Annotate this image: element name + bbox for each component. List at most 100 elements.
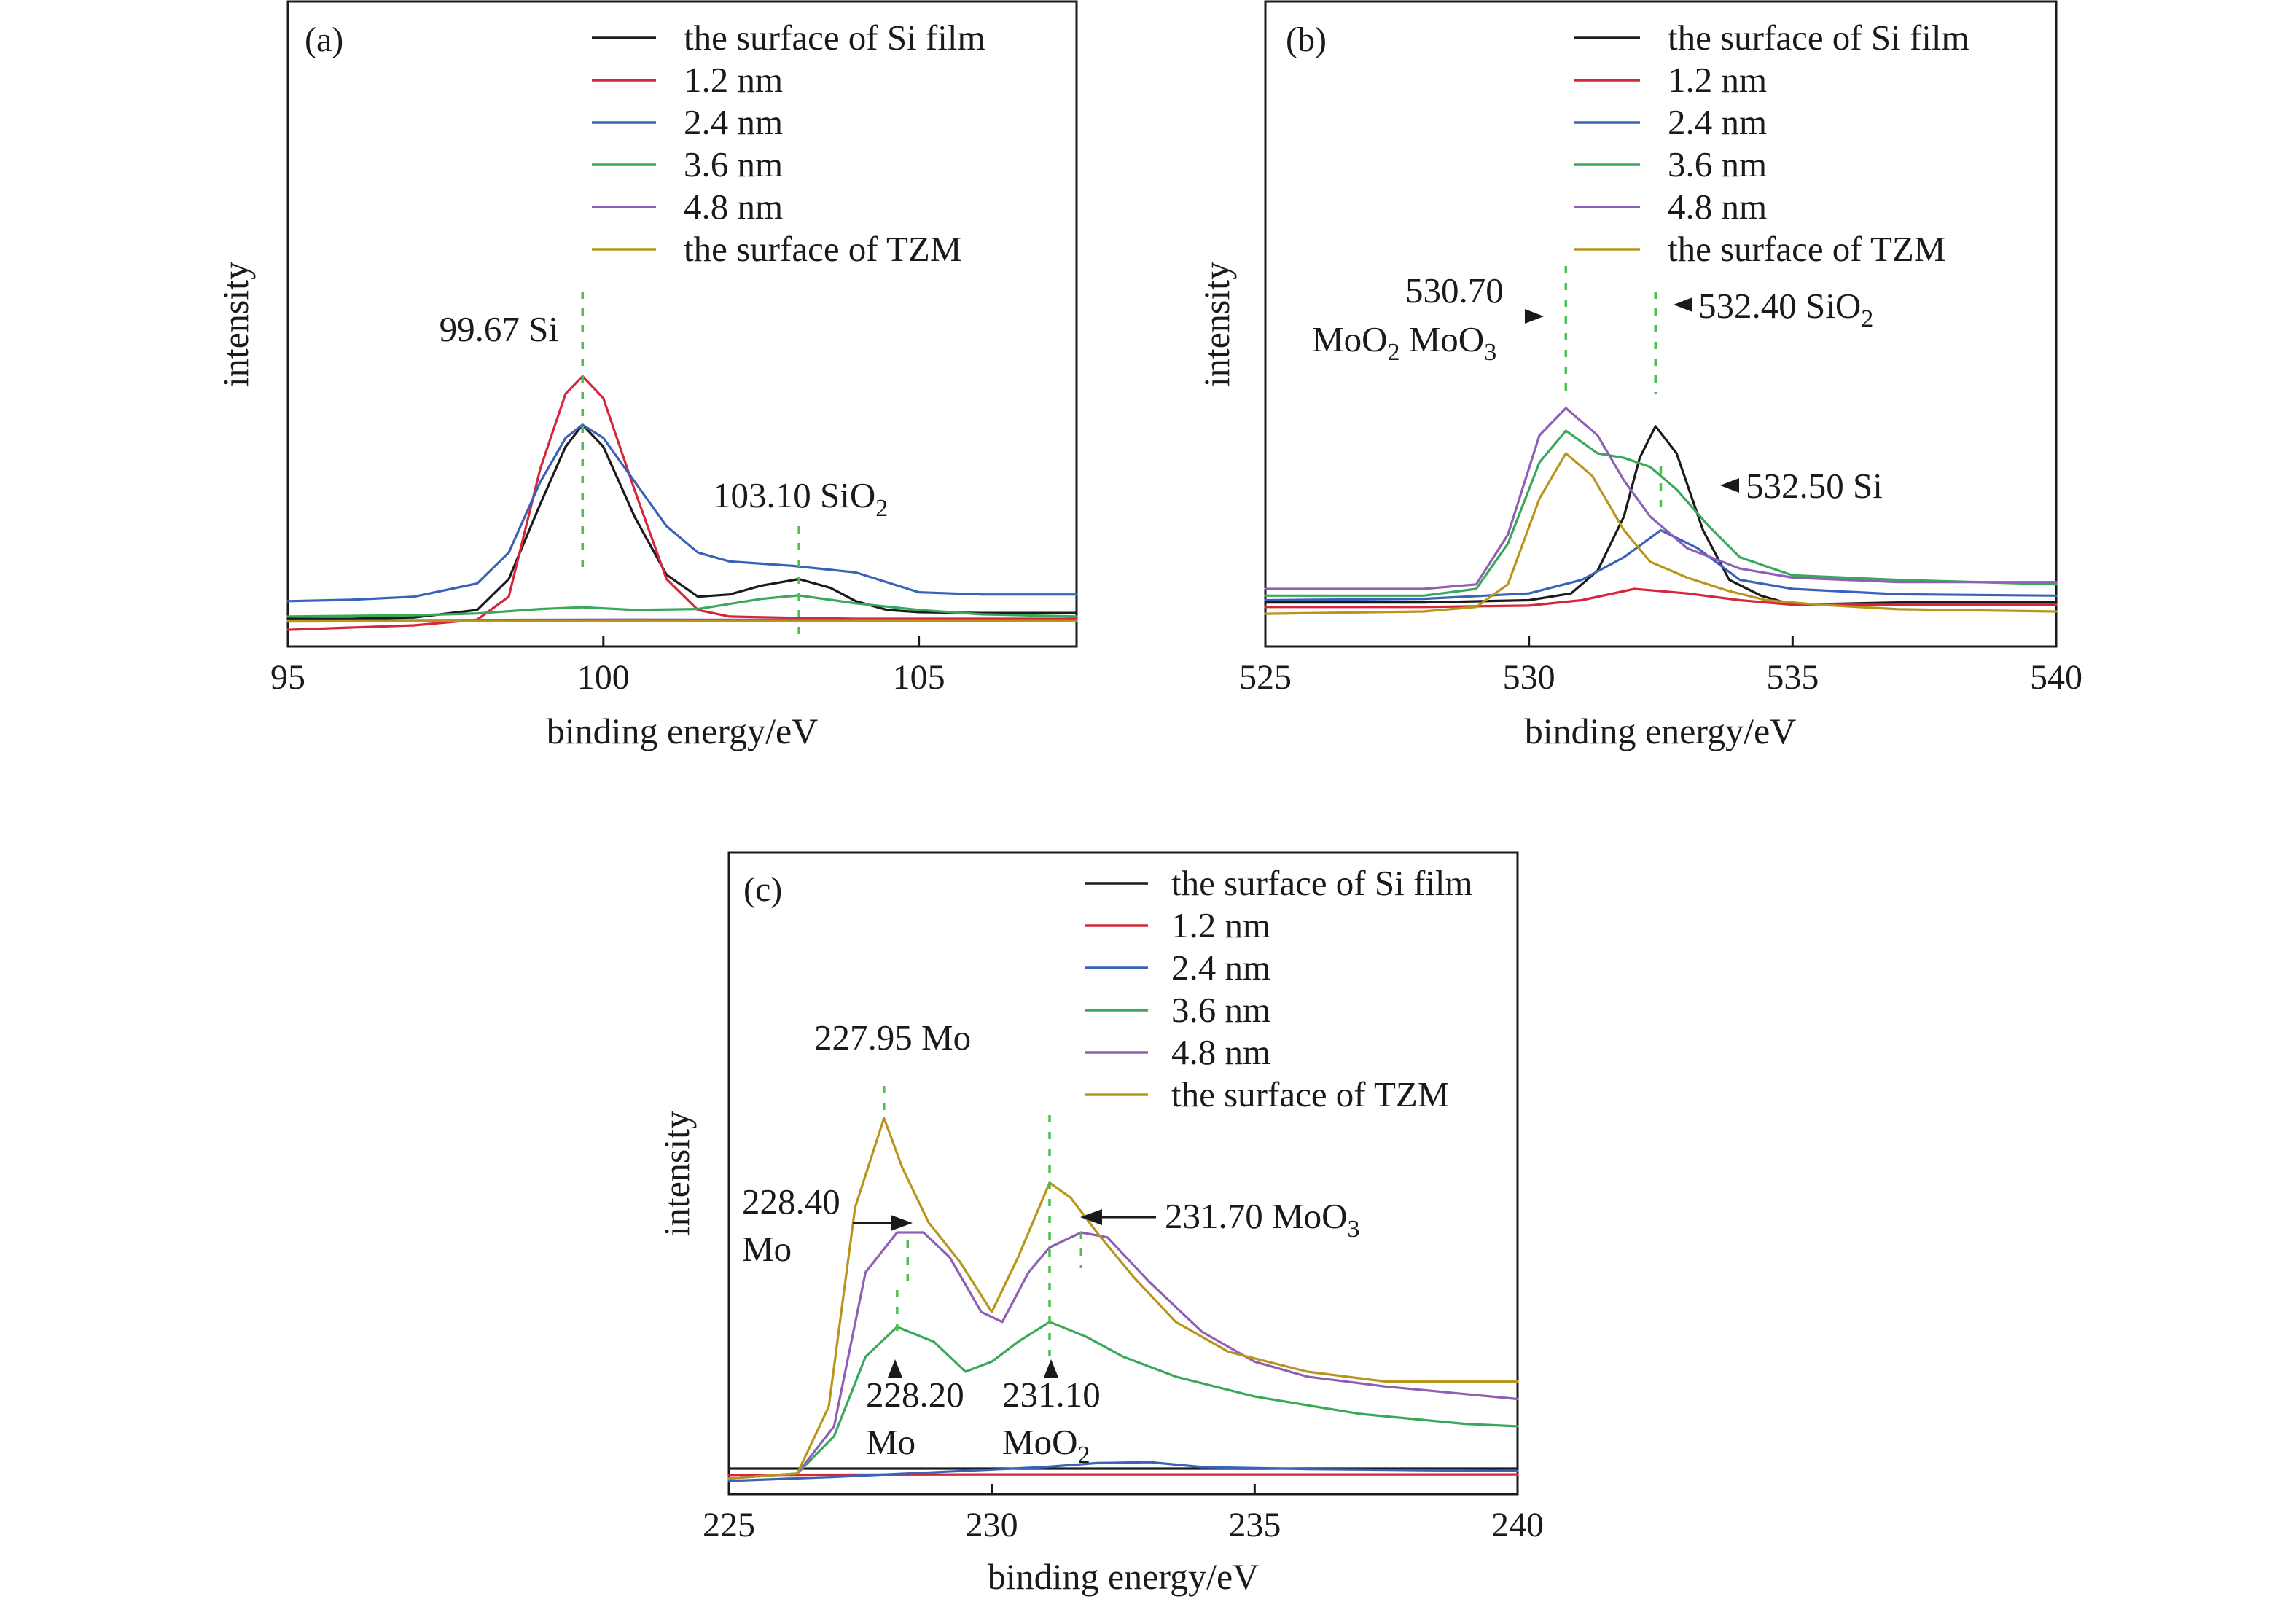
legend-label-c-4: 4.8 nm	[1171, 1032, 1270, 1072]
legend-label-c-3: 3.6 nm	[1171, 990, 1270, 1030]
annotation-b-sio2-main: 532.40 SiO	[1698, 286, 1861, 326]
tick-group-a: 95 100 105	[270, 636, 945, 697]
x-tick-label-b-3: 540	[2030, 658, 2082, 697]
annotation-c-231-10-species: MoO2	[1002, 1422, 1090, 1469]
x-axis-label-b: binding energy/eV	[1525, 711, 1797, 751]
series-line-a-0	[286, 423, 1078, 620]
x-tick-label-c-0: 225	[703, 1506, 755, 1544]
x-axis-label-a: binding energy/eV	[547, 711, 819, 751]
annotation-c-227: 227.95 Mo	[814, 1017, 971, 1058]
annotation-c-moo3: 231.70 MoO3	[1165, 1196, 1359, 1243]
annotation-c-231-10-arrowhead	[1044, 1359, 1058, 1378]
y-axis-label-a: intensity	[215, 262, 256, 387]
x-tick-label-c-3: 240	[1491, 1506, 1544, 1544]
annotation-a-sio2: 103.10 SiO2	[713, 475, 888, 522]
legend-label-a-5: the surface of TZM	[684, 229, 961, 269]
annotation-b-sio2: 532.40 SiO2	[1698, 286, 1873, 332]
series-line-a-5	[286, 620, 1078, 623]
annotation-c-228-20-species: Mo	[866, 1422, 915, 1462]
legend-label-c-1: 1.2 nm	[1171, 905, 1270, 945]
plot-frame-a	[286, 0, 1078, 648]
annotation-b-moo3-sub: 3	[1484, 339, 1496, 366]
marker-group-c	[883, 1086, 1083, 1356]
series-line-c-2	[727, 1461, 1519, 1482]
series-group-a	[286, 375, 1078, 631]
panel-label-c: (c)	[743, 870, 782, 909]
y-axis-label-c: intensity	[656, 1111, 697, 1236]
panel-label-a: (a)	[305, 20, 343, 59]
annotation-c-moo2: MoO	[1002, 1422, 1077, 1462]
annotation-b-530-species: MoO2 MoO3	[1312, 319, 1496, 366]
series-group-b	[1264, 407, 2058, 615]
annotation-b-sio2-sub: 2	[1861, 305, 1873, 332]
legend-label-b-1: 1.2 nm	[1668, 60, 1767, 100]
x-tick-label-c-1: 230	[966, 1506, 1018, 1544]
annotation-c-moo2-sub: 2	[1077, 1442, 1090, 1469]
annotation-b-moo3: MoO	[1399, 319, 1484, 359]
series-line-c-1	[727, 1473, 1519, 1477]
series-line-b-3	[1264, 429, 2058, 597]
annotation-c-231-70-arrowhead	[1080, 1209, 1102, 1225]
annotation-c-228-40-arrowhead	[891, 1215, 913, 1231]
annotation-c-moo3-main: 231.70 MoO	[1165, 1196, 1347, 1236]
y-axis-label-b: intensity	[1196, 262, 1237, 387]
legend-label-a-3: 3.6 nm	[684, 144, 783, 184]
x-tick-label-b-2: 535	[1766, 658, 1819, 697]
annotation-b-sio2-arrowhead	[1674, 297, 1692, 312]
legend-label-c-5: the surface of TZM	[1171, 1074, 1449, 1114]
panel-c: (c) 225 230 235 240 the surface of Si film1…	[656, 851, 1544, 1597]
series-line-c-5	[727, 1117, 1519, 1480]
annotation-c-moo3-sub: 3	[1347, 1216, 1359, 1243]
tick-group-c: 225 230 235 240	[703, 1484, 1544, 1544]
series-line-a-1	[286, 375, 1078, 631]
series-line-a-2	[286, 423, 1078, 603]
annotation-c-228-40-value: 228.40	[742, 1181, 840, 1222]
panel-b: (b) 525 530 535 540 the surface of Si film1…	[1196, 0, 2082, 751]
legend-label-b-4: 4.8 nm	[1668, 187, 1767, 227]
series-line-c-3	[727, 1321, 1519, 1480]
legend-label-a-2: 2.4 nm	[684, 102, 783, 142]
legend-label-a-0: the surface of Si film	[684, 17, 985, 58]
annotation-c-228-20-value: 228.20	[866, 1375, 964, 1415]
series-line-a-3	[286, 594, 1078, 618]
x-tick-label-c-2: 235	[1228, 1506, 1281, 1544]
annotation-a-sio2-sub: 2	[875, 495, 888, 522]
annotation-c-228-40-species: Mo	[742, 1229, 792, 1269]
plot-frame-c	[727, 851, 1519, 1496]
panel-label-b: (b)	[1286, 20, 1327, 59]
legend-label-b-0: the surface of Si film	[1668, 17, 1969, 58]
annotation-b-530-arrowhead	[1525, 309, 1544, 324]
annotation-b-si: 532.50 Si	[1746, 466, 1883, 506]
series-line-b-1	[1264, 587, 2058, 609]
series-line-b-4	[1264, 407, 2058, 590]
annotation-b-530-value: 530.70	[1405, 270, 1504, 310]
legend-label-b-3: 3.6 nm	[1668, 144, 1767, 184]
series-group-c	[727, 1117, 1519, 1482]
legend-label-c-0: the surface of Si film	[1171, 863, 1473, 903]
x-axis-label-c: binding energy/eV	[988, 1556, 1260, 1597]
series-line-b-0	[1264, 425, 2058, 606]
legend-label-a-1: 1.2 nm	[684, 60, 783, 100]
annotation-c-228-20-arrowhead	[888, 1359, 902, 1378]
annotation-a-si: 99.67 Si	[440, 309, 558, 349]
legend-label-c-2: 2.4 nm	[1171, 947, 1270, 988]
legend-label-a-4: 4.8 nm	[684, 187, 783, 227]
series-line-b-5	[1264, 452, 2058, 615]
marker-group-b	[1564, 266, 1663, 510]
annotation-c-231-10-value: 231.10	[1002, 1375, 1101, 1415]
x-tick-label-a-2: 105	[893, 658, 945, 697]
x-tick-label-b-0: 525	[1239, 658, 1292, 697]
x-tick-label-b-1: 530	[1503, 658, 1555, 697]
x-tick-label-a-0: 95	[270, 658, 305, 697]
plot-frame-b	[1264, 0, 2058, 648]
legend-label-b-5: the surface of TZM	[1668, 229, 1945, 269]
annotation-b-moo2: MoO	[1312, 319, 1387, 359]
series-line-c-4	[727, 1231, 1519, 1480]
legend-label-b-2: 2.4 nm	[1668, 102, 1767, 142]
annotation-a-sio2-main: 103.10 SiO	[713, 475, 875, 515]
